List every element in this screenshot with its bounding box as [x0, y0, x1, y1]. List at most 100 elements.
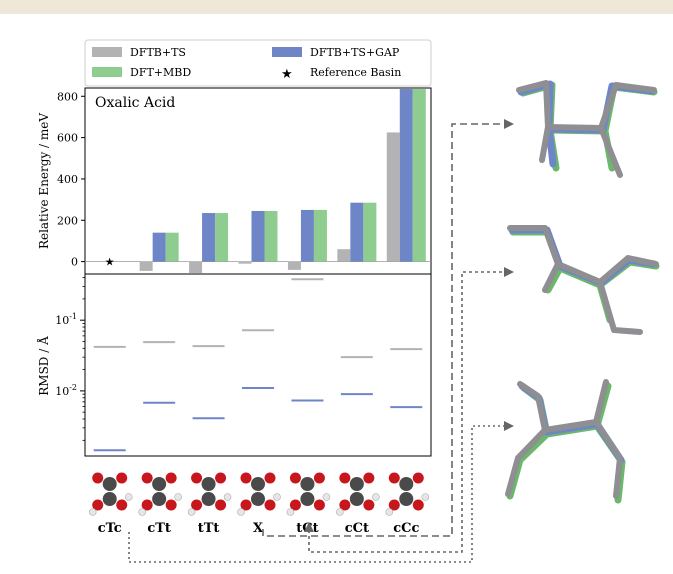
- oxygen-atom: [92, 499, 104, 511]
- hydrogen-atom: [421, 493, 430, 501]
- bar-dftb-ts-gap-tTt: [202, 213, 216, 262]
- oxygen-atom: [191, 472, 203, 484]
- arrowhead-tct: [304, 522, 314, 532]
- oxygen-atom: [388, 472, 400, 484]
- oxygen-atom: [339, 472, 351, 484]
- bar-dft-mbd-cCc: [412, 89, 426, 262]
- hydrogen-atom: [237, 508, 245, 516]
- bar-dftb-ts-gap-cCt: [350, 202, 364, 262]
- oxygen-atom: [141, 472, 153, 484]
- bar-dftb-ts-gap-cTt: [152, 232, 166, 262]
- bar-dftb-ts-tCt: [287, 261, 301, 270]
- bar-dftb-ts-tTt: [189, 261, 203, 273]
- oxygen-atom: [289, 499, 301, 511]
- hydrogen-atom: [322, 493, 331, 501]
- energy-panel: Oxalic Acid Relative Energy / meV 0 200 40…: [37, 87, 432, 275]
- hydrogen-atom: [223, 493, 232, 501]
- molecule-cTt: cTt: [138, 472, 182, 536]
- overlay-3-grey: [505, 379, 623, 499]
- bar-dft-mbd-X: [264, 210, 278, 262]
- arrowhead-2: [504, 267, 514, 277]
- oxygen-atom: [215, 499, 227, 511]
- header-band: [0, 0, 673, 14]
- oxygen-atom: [116, 472, 128, 484]
- bar-dftb-ts-gap-tCt: [300, 209, 314, 262]
- connector-ctc-to-structure-3: [128, 425, 505, 563]
- structure-overlay-1: [516, 80, 658, 178]
- oxygen-atom: [141, 499, 153, 511]
- bar-dft-mbd-cCt: [363, 202, 377, 262]
- oxygen-atom: [412, 499, 424, 511]
- oxygen-atom: [264, 472, 276, 484]
- molecule-label-cCt: cCt: [345, 521, 369, 536]
- carbon-atom: [102, 477, 117, 491]
- rmsd-panel: RMSD / Å 10-2 10-1: [36, 273, 432, 457]
- legend-label-reference-basin: Reference Basin: [310, 66, 401, 79]
- energy-panel-title: Oxalic Acid: [95, 95, 175, 111]
- oxygen-atom: [191, 499, 203, 511]
- molecule-cCc: cCc: [385, 472, 430, 536]
- legend-swatch-dftb-ts: [92, 47, 122, 57]
- carbon-atom: [300, 477, 315, 491]
- oxygen-atom: [388, 499, 400, 511]
- oxygen-atom: [289, 472, 301, 484]
- hydrogen-atom: [138, 508, 146, 516]
- hydrogen-atom: [88, 508, 97, 516]
- structure-overlay-2: [507, 225, 660, 335]
- energy-bars: [139, 89, 426, 273]
- rmsd-y-axis-label: RMSD / Å: [36, 336, 51, 396]
- carbon-atom: [251, 477, 265, 491]
- carbon-atom: [102, 492, 117, 506]
- bar-dftb-ts-X: [238, 261, 252, 264]
- energy-y-tick-label: 600: [57, 132, 78, 145]
- carbon-atom: [349, 492, 364, 506]
- rmsd-y-tick-label: 10-2: [55, 383, 77, 398]
- molecule-cTc: cTc: [88, 472, 133, 536]
- carbon-atom: [152, 492, 167, 506]
- energy-y-axis-label: Relative Energy / meV: [37, 113, 51, 249]
- molecule-X: X: [237, 472, 281, 536]
- overlay-3-green: [506, 382, 626, 504]
- structure-overlay-3: [505, 379, 626, 504]
- bar-dftb-ts-cCt: [337, 249, 351, 262]
- connector-tct-to-structure-2: [308, 271, 505, 553]
- legend-label-dftb-ts-gap: DFTB+TS+GAP: [310, 46, 400, 59]
- energy-y-ticks: 0 200 400 600 800: [57, 90, 85, 269]
- carbon-atom: [152, 477, 167, 491]
- oxygen-atom: [313, 472, 325, 484]
- arrowhead-1: [504, 119, 514, 129]
- molecule-label-X: X: [253, 521, 264, 536]
- oxygen-atom: [363, 499, 375, 511]
- molecule-label-cCc: cCc: [393, 521, 419, 536]
- molecule-row: cTccTttTtXtCtcCtcCc: [88, 472, 430, 536]
- molecule-label-cTc: cTc: [98, 521, 122, 536]
- overlay-2-grey: [507, 225, 659, 335]
- arrowhead-3: [504, 421, 514, 431]
- oxygen-atom: [116, 499, 128, 511]
- oxygen-atom: [264, 499, 276, 511]
- molecule-tTt: tTt: [187, 472, 232, 536]
- rmsd-marks: [93, 278, 423, 452]
- carbon-atom: [251, 492, 265, 506]
- molecule-cCt: cCt: [336, 472, 380, 536]
- oxygen-atom: [412, 472, 424, 484]
- hydrogen-atom: [286, 508, 295, 516]
- legend-swatch-dftb-ts-gap: [272, 47, 302, 57]
- oxygen-atom: [165, 499, 177, 511]
- carbon-atom: [399, 477, 414, 491]
- oxygen-atom: [165, 472, 177, 484]
- energy-y-tick-label: 200: [57, 214, 78, 227]
- rmsd-y-ticks: 10-2 10-1: [55, 277, 85, 441]
- oxygen-atom: [339, 499, 351, 511]
- connector-arrows: [128, 119, 514, 563]
- bar-dftb-ts-cCc: [386, 132, 400, 262]
- carbon-atom: [399, 492, 414, 506]
- legend-label-dft-mbd: DFT+MBD: [130, 66, 191, 79]
- bar-dft-mbd-tTt: [215, 213, 229, 262]
- hydrogen-atom: [187, 508, 196, 516]
- hydrogen-atom: [273, 493, 281, 501]
- carbon-atom: [201, 477, 216, 491]
- bar-dft-mbd-tCt: [313, 209, 327, 262]
- legend-label-dftb-ts: DFTB+TS: [130, 46, 186, 59]
- hydrogen-atom: [174, 493, 182, 501]
